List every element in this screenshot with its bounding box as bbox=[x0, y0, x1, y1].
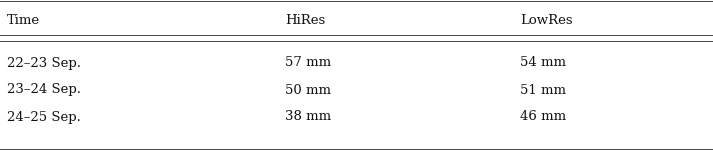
Text: 24–25 Sep.: 24–25 Sep. bbox=[7, 111, 81, 123]
Text: 22–23 Sep.: 22–23 Sep. bbox=[7, 57, 81, 69]
Text: 51 mm: 51 mm bbox=[520, 84, 567, 96]
Text: 54 mm: 54 mm bbox=[520, 57, 567, 69]
Text: HiRes: HiRes bbox=[285, 14, 325, 27]
Text: 46 mm: 46 mm bbox=[520, 111, 567, 123]
Text: 50 mm: 50 mm bbox=[285, 84, 332, 96]
Text: 57 mm: 57 mm bbox=[285, 57, 332, 69]
Text: 38 mm: 38 mm bbox=[285, 111, 332, 123]
Text: LowRes: LowRes bbox=[520, 14, 573, 27]
Text: 23–24 Sep.: 23–24 Sep. bbox=[7, 84, 81, 96]
Text: Time: Time bbox=[7, 14, 40, 27]
